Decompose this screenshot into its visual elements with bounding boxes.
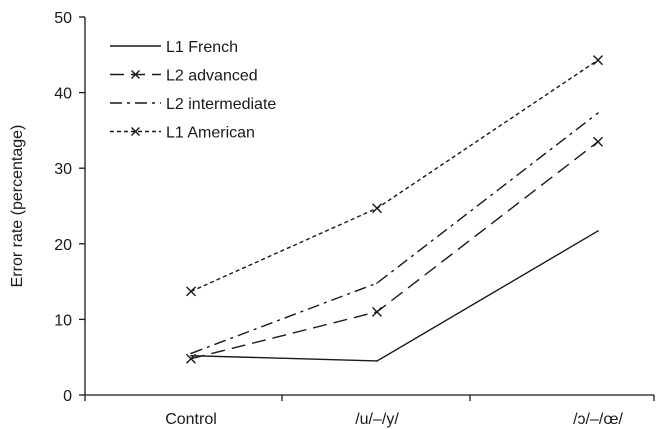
y-tick-label: 40 xyxy=(54,86,72,103)
series-layer xyxy=(186,55,603,364)
data-point xyxy=(190,354,192,357)
data-point-marker xyxy=(593,55,603,66)
data-point-marker xyxy=(372,203,382,214)
data-point xyxy=(597,230,599,232)
x-tick-label: /u/–/y/ xyxy=(355,411,399,428)
marker-stroke xyxy=(186,353,196,364)
marker-stroke xyxy=(372,306,382,317)
y-tick-label: 30 xyxy=(54,161,72,178)
legend-label: L2 advanced xyxy=(166,68,258,85)
legend-label: L1 French xyxy=(166,39,238,56)
y-axis-label: Error rate (percentage) xyxy=(9,125,26,288)
marker-stroke xyxy=(131,70,140,79)
x-tick-label: Control xyxy=(165,411,217,428)
y-tick-label: 50 xyxy=(54,10,72,27)
y-ticks: 0 10 20 30 40 50 xyxy=(54,10,85,405)
legend-item: L2 advanced xyxy=(110,68,258,85)
data-point xyxy=(190,352,192,355)
legend-item: L1 French xyxy=(110,39,238,56)
y-tick-label: 10 xyxy=(54,312,72,329)
legend-label: L1 American xyxy=(166,125,255,142)
data-point-marker xyxy=(372,306,382,317)
series-line xyxy=(190,230,599,362)
legend-item: L2 intermediate xyxy=(110,96,276,113)
data-point-marker xyxy=(186,353,196,364)
series-line xyxy=(190,59,599,293)
data-point-marker xyxy=(131,127,140,136)
series-l1-french xyxy=(190,230,599,362)
series-line xyxy=(190,112,599,355)
data-point-marker xyxy=(593,136,603,147)
legend-label: L2 intermediate xyxy=(166,96,276,113)
legend-item: L1 American xyxy=(110,125,255,142)
series-l1-american xyxy=(186,55,603,297)
marker-stroke xyxy=(593,55,603,66)
data-point xyxy=(376,360,378,362)
marker-stroke xyxy=(186,286,196,297)
marker-stroke xyxy=(131,127,140,136)
y-tick-label: 0 xyxy=(63,388,72,405)
legend: L1 French L2 advanced L2 intermediate L1 Am… xyxy=(110,39,276,142)
marker-stroke xyxy=(593,136,603,147)
y-tick-label: 20 xyxy=(54,237,72,254)
plot-area: 0 10 20 30 40 50 Control/u/–/y/ /ɔ/–/œ/ xyxy=(54,10,655,428)
data-point-marker xyxy=(131,70,140,79)
series-l2-intermediate xyxy=(190,112,599,355)
data-point xyxy=(376,282,378,284)
x-ticks: Control/u/–/y/ /ɔ/–/œ/ xyxy=(84,395,655,428)
x-tick-label: /ɔ/–/œ/ xyxy=(573,411,623,428)
series-line xyxy=(190,141,599,360)
data-point-marker xyxy=(186,286,196,297)
series-l2-advanced xyxy=(186,136,603,364)
marker-stroke xyxy=(372,203,382,214)
data-point xyxy=(597,112,599,114)
